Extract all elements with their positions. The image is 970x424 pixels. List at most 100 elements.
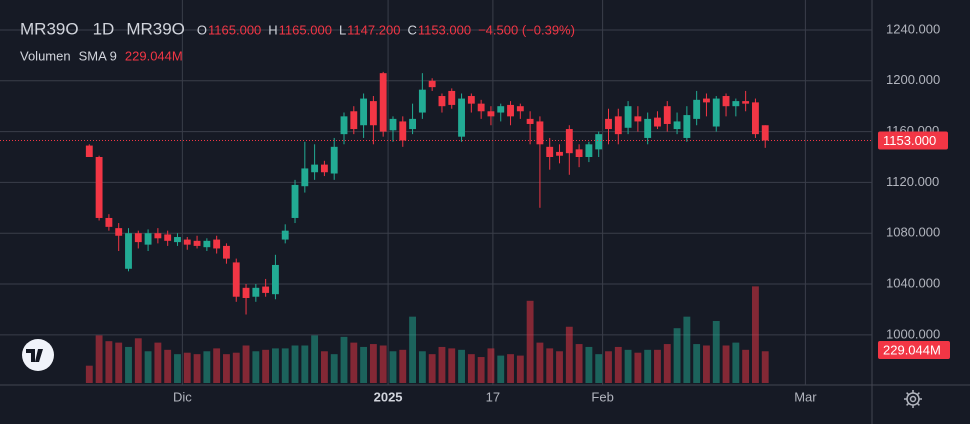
volume-bar [693, 344, 701, 383]
volume-bar [516, 355, 524, 383]
volume-bar [409, 316, 416, 383]
volume-bar [301, 345, 309, 383]
volume-bar [418, 351, 426, 383]
candle-body [487, 111, 495, 117]
volume-ma-name: SMA 9 [79, 48, 117, 63]
candle-body [379, 73, 387, 132]
volume-bar [634, 352, 642, 383]
volume-bar [614, 346, 622, 383]
volume-bar [134, 338, 142, 383]
candle-body [595, 134, 603, 150]
volume-ma-tag [878, 340, 950, 359]
volume-bar [311, 335, 319, 383]
volume-bar [193, 354, 201, 383]
candle-body [526, 118, 534, 124]
candle-body [614, 116, 622, 135]
volume-bar [752, 286, 759, 383]
volume-bar [712, 320, 720, 383]
volume-bar [575, 344, 583, 383]
candle-body [752, 102, 759, 135]
ohlc-key: C [407, 22, 416, 37]
candle-body [389, 118, 397, 131]
candle-body [761, 125, 769, 141]
candle-body [95, 156, 103, 218]
volume-bar [654, 349, 661, 383]
candle-body [742, 101, 750, 104]
candle-body [232, 262, 240, 297]
volume-bar [703, 345, 710, 383]
candle-body [164, 234, 172, 241]
candle-body [409, 118, 416, 130]
ohlc-value: 1165.000 [279, 22, 332, 37]
volume-bar [154, 342, 162, 383]
volume-bar [673, 328, 681, 383]
y-tick-label: 1200.000 [886, 72, 940, 87]
candle-body [497, 106, 505, 113]
volume-bar [115, 342, 123, 383]
volume-bar [379, 345, 387, 383]
volume-bar [438, 346, 446, 383]
volume-bar [105, 341, 113, 383]
volume-bar [281, 348, 289, 383]
volume-bar [467, 354, 475, 383]
volume-bar [330, 354, 338, 383]
candle-body [125, 233, 132, 269]
volume-bar [477, 357, 485, 383]
ohlc-key: H [268, 22, 277, 37]
y-tick-label: 1240.000 [886, 21, 940, 36]
candle-body [693, 99, 701, 119]
candle-body [663, 106, 671, 124]
volume-bar [605, 351, 612, 383]
x-tick-label: 17 [486, 389, 500, 404]
candle-body [320, 164, 328, 173]
volume-bar [556, 351, 563, 383]
ohlc-key: L [339, 22, 346, 37]
candle-body [673, 121, 681, 130]
volume-bar [448, 348, 456, 383]
volume-bar [174, 354, 181, 383]
volume-bar [428, 354, 436, 383]
volume-title: Volumen [20, 48, 71, 63]
candle-body [585, 144, 593, 157]
volume-bar [232, 352, 240, 383]
volume-bar [389, 351, 397, 383]
candle-body [272, 264, 279, 295]
x-tick-label: Feb [591, 389, 613, 404]
volume-bar [399, 349, 407, 383]
volume-bar [742, 349, 750, 383]
volume-bar [683, 316, 691, 383]
volume-bar [183, 352, 191, 383]
candle-body [154, 233, 162, 239]
candle-body [516, 106, 524, 112]
candle-body [722, 96, 730, 107]
volume-ma-value: 229.044M [125, 48, 183, 63]
y-tick-label: 1040.000 [886, 275, 940, 290]
settings-icon[interactable] [904, 390, 922, 408]
volume-bar [252, 351, 260, 383]
candle-body [291, 184, 299, 218]
candle-body [369, 101, 377, 126]
candle-body [262, 286, 270, 293]
candle-body [546, 146, 554, 157]
candle-body [536, 121, 544, 145]
candle-body [556, 151, 563, 156]
x-tick-label: 2025 [374, 389, 403, 404]
volume-bar [85, 365, 93, 383]
candle-body [438, 96, 446, 107]
candle-body [634, 116, 642, 122]
volume-bar [203, 351, 211, 383]
volume-bar [644, 349, 652, 383]
grid [0, 0, 872, 385]
volume-bar [291, 345, 299, 383]
ohlc-value: 1147.200 [347, 22, 400, 37]
candles [0, 71, 872, 315]
ohlc-value: 1165.000 [208, 22, 261, 37]
volume-bar [144, 351, 152, 383]
volume-bar [526, 300, 534, 383]
interval: 1D [93, 19, 115, 38]
candle-body [399, 121, 407, 141]
ohlc-key: O [197, 22, 207, 37]
volume-bar [369, 344, 377, 383]
volume-bar [223, 354, 230, 383]
y-tick-label: 1080.000 [886, 225, 940, 240]
